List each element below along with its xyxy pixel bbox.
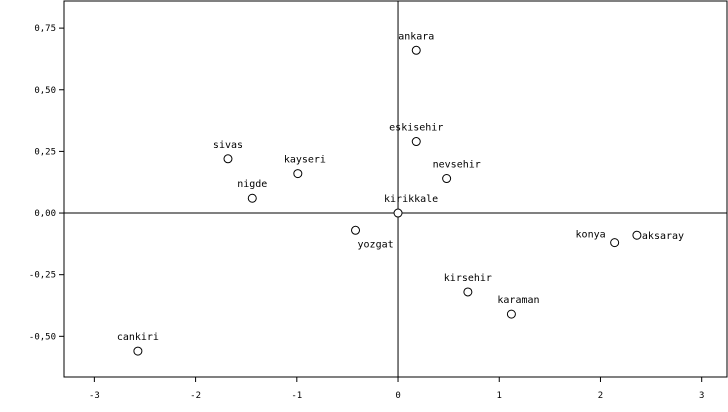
data-point-konya	[610, 238, 620, 248]
y-tick-label: -0,25	[29, 271, 56, 281]
x-tick-label: 2	[598, 391, 603, 401]
x-tick-label: 1	[497, 391, 502, 401]
y-axis: 0,75 0,50 0,25 0,00 -0,25 -0,50	[29, 24, 64, 342]
x-axis: -3 -2 -1 0 1 2 3	[89, 377, 704, 401]
data-points: ankara eskisehir nevsehir sivas kayseri nigde…	[117, 31, 684, 356]
x-tick-label: 3	[699, 391, 704, 401]
point-label-kirsehir: kirsehir	[444, 273, 492, 284]
point-label-kayseri: kayseri	[284, 155, 326, 166]
point-label-aksaray: aksaray	[642, 231, 684, 242]
data-point-ankara	[411, 45, 421, 55]
data-point-karaman	[506, 309, 516, 319]
point-label-nevsehir: nevsehir	[433, 160, 481, 171]
point-label-sivas: sivas	[213, 140, 243, 151]
point-label-ankara: ankara	[398, 31, 434, 42]
data-point-nevsehir	[442, 174, 452, 184]
y-tick-label: 0,00	[34, 209, 56, 219]
point-label-eskisehir: eskisehir	[389, 123, 443, 134]
plot-frame	[63, 0, 728, 378]
y-tick-label: 0,75	[34, 24, 56, 34]
data-point-kayseri	[293, 169, 303, 179]
y-tick-label: -0,50	[29, 332, 56, 342]
point-label-cankiri: cankiri	[117, 332, 159, 343]
data-point-sivas	[223, 154, 233, 164]
data-point-cankiri	[133, 346, 143, 356]
x-tick-label: 0	[395, 391, 400, 401]
x-tick-label: -3	[89, 391, 100, 401]
data-point-nigde	[247, 193, 257, 203]
data-point-yozgat	[351, 225, 361, 235]
point-label-kirikkale: kirikkale	[384, 194, 438, 205]
x-tick-label: -1	[291, 391, 302, 401]
point-label-yozgat: yozgat	[358, 239, 394, 250]
data-point-eskisehir	[411, 137, 421, 147]
data-point-aksaray	[632, 230, 642, 240]
x-tick-label: -2	[190, 391, 201, 401]
data-point-kirikkale	[393, 208, 403, 218]
y-tick-label: 0,25	[34, 147, 56, 157]
y-tick-label: 0,50	[34, 86, 56, 96]
data-point-kirsehir	[463, 287, 473, 297]
point-label-konya: konya	[576, 230, 606, 241]
point-label-nigde: nigde	[237, 179, 267, 190]
point-label-karaman: karaman	[497, 295, 539, 306]
